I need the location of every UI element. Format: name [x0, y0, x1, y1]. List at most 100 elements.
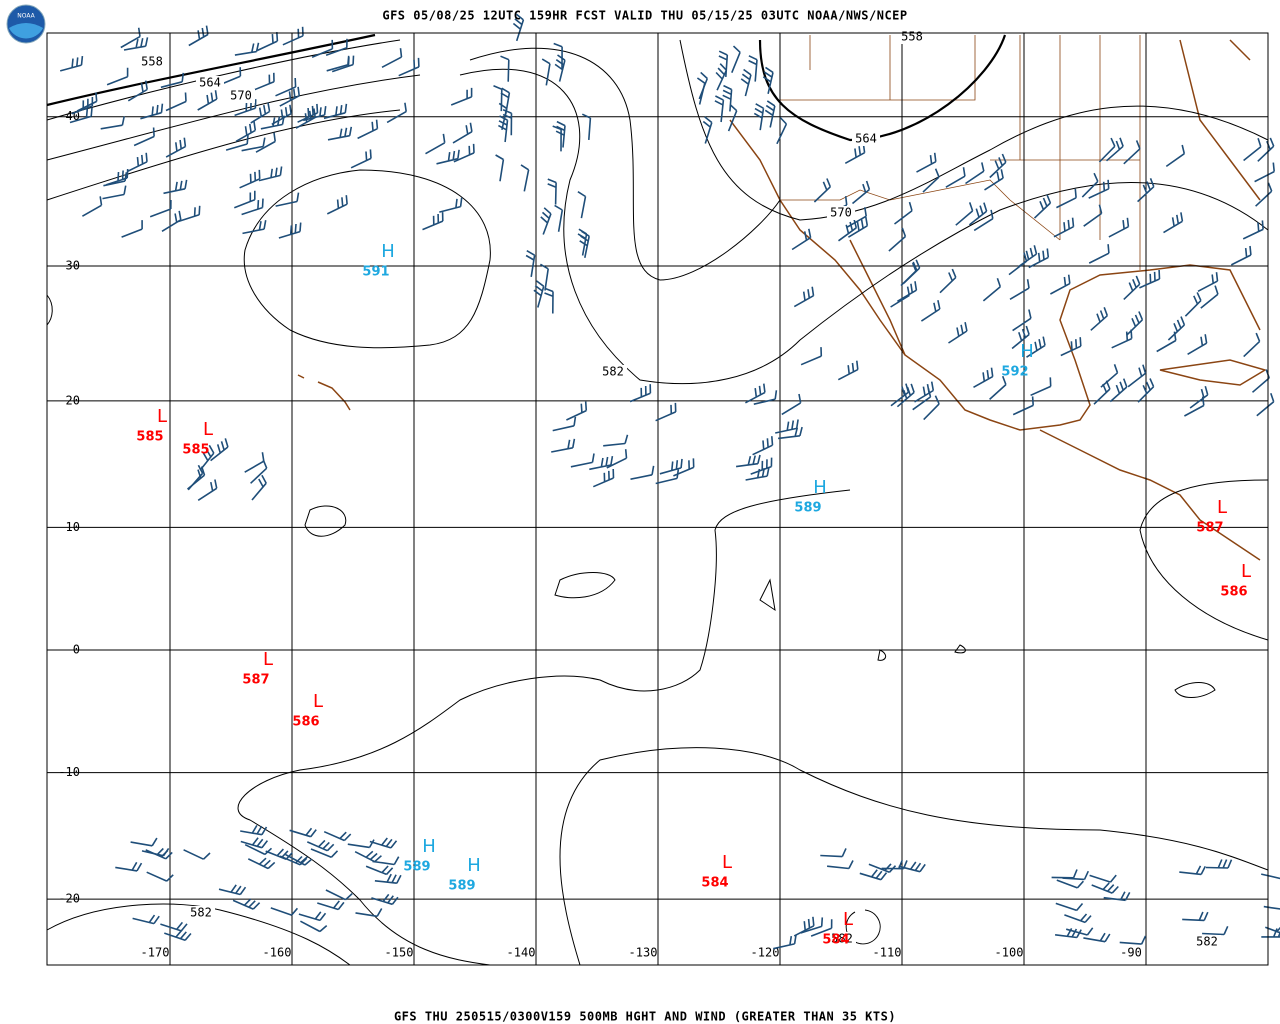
wind-barb — [793, 286, 815, 308]
low-value: 585 — [136, 430, 163, 445]
wind-barb — [753, 103, 765, 131]
coast-hawaii — [297, 374, 351, 411]
wind-barb — [1139, 269, 1161, 289]
wind-barb — [1189, 385, 1209, 409]
wind-barb — [776, 116, 788, 145]
wind-barb — [552, 416, 577, 432]
wind-barb — [606, 449, 628, 469]
wind-barb — [1109, 378, 1128, 403]
contour-564-north — [46, 33, 376, 107]
wind-barb — [323, 103, 348, 120]
wind-barb — [1056, 879, 1084, 889]
wind-barb — [500, 55, 510, 82]
wind-barb — [132, 914, 160, 925]
coast-mainland — [729, 119, 1261, 431]
low-letter: L — [843, 909, 853, 930]
wind-barb — [989, 153, 1007, 179]
lat-label: 10 — [66, 520, 80, 534]
wind-barb — [1030, 377, 1052, 397]
wind-barb — [948, 322, 968, 344]
wind-barb — [868, 863, 897, 874]
wind-barb — [727, 104, 738, 132]
wind-barb — [890, 383, 910, 407]
contour-label-bg — [827, 206, 855, 220]
wind-barb — [973, 209, 994, 232]
wind-barb — [210, 438, 229, 462]
wind-barb — [239, 169, 261, 189]
wind-barb — [1050, 274, 1071, 295]
wind-barb — [1064, 913, 1092, 924]
wind-barb — [369, 837, 398, 849]
wind-barb — [381, 48, 403, 69]
high-value: 591 — [362, 265, 389, 280]
wind-barb — [1093, 380, 1111, 405]
logo-wave — [9, 23, 43, 39]
contour-label: 558 — [901, 30, 923, 44]
wind-barb — [121, 220, 143, 238]
wind-barb — [525, 250, 536, 278]
contour-570 — [679, 39, 1269, 221]
wind-barb — [702, 116, 713, 144]
low-letter: L — [263, 649, 273, 670]
wind-barb — [197, 479, 218, 501]
wind-barb — [71, 96, 94, 115]
wind-barb — [255, 132, 276, 153]
wind-barb — [251, 474, 267, 501]
lon-label: -160 — [263, 946, 292, 960]
wind-barb — [989, 375, 1007, 400]
wind-barb — [1081, 172, 1099, 198]
wind-barb — [955, 202, 974, 226]
header-title: GFS 05/08/25 12UTC 159HR FCST VALID THU … — [382, 9, 907, 23]
wind-barb — [837, 360, 859, 381]
wind-barb — [1089, 874, 1117, 883]
wind-barb — [298, 911, 327, 922]
wind-barb — [235, 121, 257, 142]
wind-barb — [581, 113, 592, 140]
wind-barb — [197, 90, 218, 111]
wind-barb — [570, 453, 595, 468]
wind-barb — [425, 133, 446, 155]
lat-label: 0 — [73, 643, 80, 657]
wind-barb — [630, 465, 655, 480]
wind-barb — [1187, 334, 1208, 355]
wind-barb — [279, 86, 300, 107]
high-value: 592 — [1001, 365, 1028, 380]
wind-barb — [225, 134, 249, 151]
lon-label: -130 — [629, 946, 658, 960]
wind-barb — [1012, 309, 1032, 332]
coast-central-america — [1039, 429, 1261, 561]
wind-barb — [244, 452, 265, 473]
wind-barb — [781, 393, 802, 416]
wind-barb — [130, 837, 158, 847]
wind-barb — [275, 77, 297, 97]
wind-barb — [127, 80, 148, 102]
wind-barb — [731, 45, 741, 74]
wind-barb — [115, 861, 143, 872]
footer-caption: GFS THU 250515/0300V159 500MB HGHT AND W… — [394, 1010, 896, 1024]
wind-barb — [149, 199, 172, 218]
wind-barb — [1091, 882, 1119, 894]
wind-barb — [247, 857, 276, 870]
wind-barb — [922, 168, 940, 193]
wind-barb — [859, 869, 888, 881]
wind-barb — [123, 37, 149, 51]
wind-barb — [551, 438, 576, 453]
wind-barb — [1184, 292, 1202, 317]
wind-barb — [271, 104, 292, 126]
wind-barb — [146, 871, 174, 882]
wind-barb — [436, 149, 460, 165]
wind-barb — [592, 468, 615, 488]
contour-label-bg — [227, 89, 255, 103]
wind-barb — [199, 444, 215, 471]
low-value: 585 — [182, 443, 209, 458]
wind-barb — [820, 848, 847, 858]
wind-barb — [851, 180, 871, 205]
high-value: 589 — [448, 879, 475, 894]
lat-label: -10 — [58, 765, 80, 779]
contour-label-bg — [196, 76, 224, 90]
contour-label: 558 — [141, 55, 163, 69]
contour-label: 570 — [230, 89, 252, 103]
wind-barb — [916, 152, 937, 173]
wind-barb — [82, 196, 103, 217]
wind-barb — [306, 839, 335, 852]
